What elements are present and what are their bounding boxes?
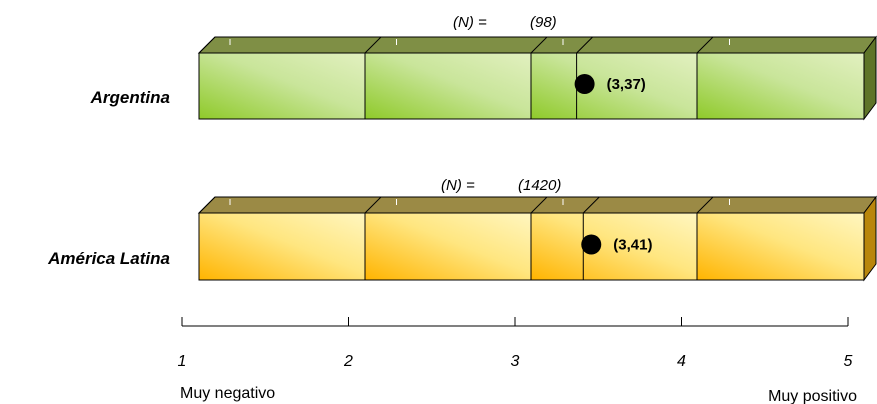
bar-value-divider-top: [582, 196, 600, 214]
x-tick-label: 2: [343, 353, 353, 370]
bar-america-latina: [197, 195, 877, 282]
n-label-argentina: (N) =: [453, 14, 487, 31]
bar-segment: [696, 52, 865, 120]
bar-segment: [530, 52, 698, 120]
axis-right-label: Muy positivo: [768, 388, 857, 404]
x-tick-label: 4: [677, 353, 686, 370]
bar-segment: [364, 212, 532, 281]
value-label-america-latina: (3,41): [613, 237, 652, 254]
bar-top-divider: [364, 36, 382, 54]
x-tick-label: 1: [178, 353, 187, 370]
bar-segment: [364, 52, 532, 120]
bar-segment: [530, 212, 698, 281]
bar-top-divider: [530, 36, 548, 54]
bar-top-face: [197, 196, 877, 214]
bar-top-divider: [198, 196, 216, 214]
bar-top-divider: [198, 36, 216, 54]
n-label-america-latina: (N) =: [441, 177, 475, 194]
row-argentina: Argentina (N) = (98) (3,37): [90, 14, 877, 121]
bar-segment: [198, 52, 366, 120]
bar-segment: [696, 212, 865, 281]
bar-top-divider: [696, 196, 714, 214]
value-label-argentina: (3,37): [607, 76, 646, 93]
bar-top-divider: [530, 196, 548, 214]
mean-marker-argentina: [574, 74, 595, 94]
row-america-latina: América Latina (N) = (1420) (3,41): [47, 177, 877, 282]
x-tick-label: 5: [844, 353, 853, 370]
bar-top-face: [197, 36, 877, 54]
axis-left-label: Muy negativo: [180, 385, 275, 402]
row-label-argentina: Argentina: [90, 88, 170, 107]
row-label-america-latina: América Latina: [47, 249, 170, 268]
bar-top-divider: [364, 196, 382, 214]
n-value-america-latina: (1420): [518, 177, 561, 194]
bar-top-divider: [696, 36, 714, 54]
n-value-argentina: (98): [530, 14, 557, 31]
x-axis: 1 2 3 4 5: [178, 317, 853, 370]
bar-segment: [198, 212, 366, 281]
bar-value-divider-top: [576, 36, 593, 54]
x-tick-label: 3: [511, 353, 520, 370]
bar-argentina: [197, 35, 877, 121]
mean-marker-america-latina: [581, 234, 602, 255]
